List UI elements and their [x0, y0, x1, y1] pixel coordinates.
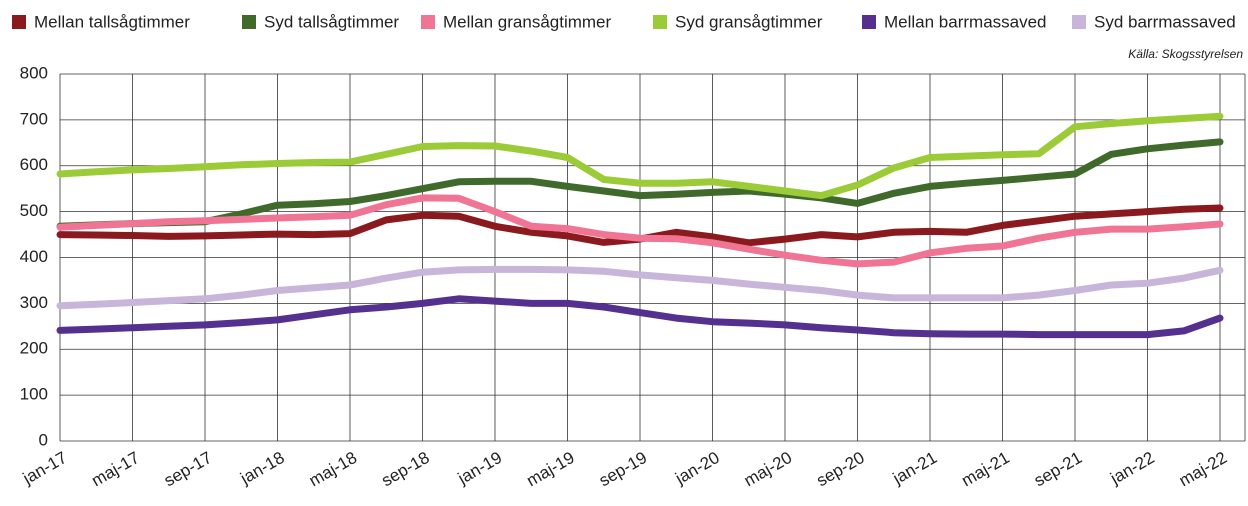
x-tick-label: maj-20	[741, 448, 796, 490]
legend-label: Syd gransågtimmer	[675, 12, 823, 31]
x-tick-label: sep-19	[596, 448, 651, 490]
x-tick-label: maj-18	[306, 448, 361, 490]
x-tick-label: sep-20	[813, 448, 868, 490]
legend-swatch	[653, 15, 667, 29]
legend-swatch	[1072, 15, 1086, 29]
series-line	[56, 138, 1224, 230]
y-tick-label: 800	[20, 63, 48, 82]
x-tick-label: jan-17	[19, 448, 70, 489]
y-tick-label: 100	[20, 385, 48, 404]
legend-label: Syd tallsågtimmer	[264, 12, 399, 31]
legend-label: Syd barrmassaved	[1094, 12, 1236, 31]
series-line	[56, 265, 1224, 310]
x-tick-label: sep-17	[161, 448, 216, 490]
source: Källa: Skogsstyrelsen	[1128, 47, 1243, 61]
x-tick-label: maj-21	[958, 448, 1013, 490]
x-tick-label: maj-17	[88, 448, 143, 490]
y-tick-label: 400	[20, 247, 48, 266]
legend-swatch	[421, 15, 435, 29]
x-tick-label: sep-21	[1031, 448, 1086, 490]
x-tick-label: jan-21	[889, 448, 940, 489]
series-line	[56, 194, 1224, 268]
x-tick-label: jan-22	[1106, 448, 1157, 489]
x-tick-label: maj-19	[523, 448, 578, 490]
y-tick-label: 300	[20, 293, 48, 312]
legend-label: Mellan barrmassaved	[884, 12, 1047, 31]
y-tick-label: 600	[20, 155, 48, 174]
x-tick-label: sep-18	[378, 448, 433, 490]
x-tick-label: jan-18	[236, 448, 287, 489]
legend-swatch	[242, 15, 256, 29]
series-line	[56, 112, 1224, 200]
legend-label: Mellan tallsågtimmer	[34, 12, 190, 31]
x-tick-label: jan-20	[671, 448, 722, 489]
x-tick-label: jan-19	[454, 448, 505, 489]
y-tick-label: 0	[39, 430, 48, 449]
series-line	[56, 295, 1224, 339]
legend-swatch	[862, 15, 876, 29]
y-tick-label: 700	[20, 109, 48, 128]
legend-swatch	[12, 15, 26, 29]
legend-label: Mellan gransågtimmer	[443, 12, 612, 31]
y-tick-label: 500	[20, 201, 48, 220]
y-tick-label: 200	[20, 339, 48, 358]
x-tick-label: maj-22	[1176, 448, 1231, 490]
